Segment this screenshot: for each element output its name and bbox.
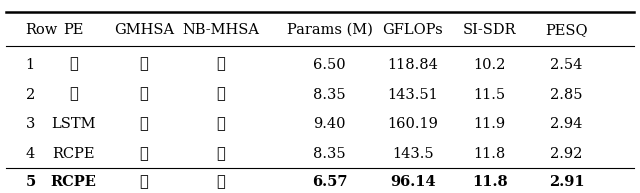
Text: 9.40: 9.40 xyxy=(314,118,346,131)
Text: PESQ: PESQ xyxy=(545,23,588,37)
Text: 11.8: 11.8 xyxy=(474,147,506,161)
Text: ✗: ✗ xyxy=(140,58,148,72)
Text: NB-MHSA: NB-MHSA xyxy=(182,23,259,37)
Text: 5: 5 xyxy=(26,175,36,189)
Text: 160.19: 160.19 xyxy=(387,118,438,131)
Text: RCPE: RCPE xyxy=(51,175,97,189)
Text: 96.14: 96.14 xyxy=(390,175,436,189)
Text: Params (M): Params (M) xyxy=(287,23,372,37)
Text: ✓: ✓ xyxy=(216,147,225,161)
Text: ✓: ✓ xyxy=(216,88,225,102)
Text: 2.92: 2.92 xyxy=(550,147,582,161)
Text: ✗: ✗ xyxy=(216,118,225,131)
Text: 8.35: 8.35 xyxy=(314,88,346,102)
Text: ✓: ✓ xyxy=(216,58,225,72)
Text: ✓: ✓ xyxy=(140,118,148,131)
Text: 11.9: 11.9 xyxy=(474,118,506,131)
Text: ✓: ✓ xyxy=(140,147,148,161)
Text: 6.57: 6.57 xyxy=(312,175,348,189)
Text: 143.5: 143.5 xyxy=(392,147,434,161)
Text: 2.54: 2.54 xyxy=(550,58,582,72)
Text: GFLOPs: GFLOPs xyxy=(383,23,443,37)
Text: 10.2: 10.2 xyxy=(474,58,506,72)
Text: GMHSA: GMHSA xyxy=(114,23,174,37)
Text: 6.50: 6.50 xyxy=(314,58,346,72)
Text: Row: Row xyxy=(26,23,58,37)
Text: 1: 1 xyxy=(26,58,35,72)
Text: 3: 3 xyxy=(26,118,35,131)
Text: 118.84: 118.84 xyxy=(387,58,438,72)
Text: 11.8: 11.8 xyxy=(472,175,508,189)
Text: RCPE: RCPE xyxy=(52,147,95,161)
Text: LSTM: LSTM xyxy=(51,118,96,131)
Text: ✗: ✗ xyxy=(216,175,225,189)
Text: PE: PE xyxy=(63,23,84,37)
Text: 2.91: 2.91 xyxy=(548,175,584,189)
Text: ✗: ✗ xyxy=(69,88,78,102)
Text: 2: 2 xyxy=(26,88,35,102)
Text: 8.35: 8.35 xyxy=(314,147,346,161)
Text: 2.94: 2.94 xyxy=(550,118,582,131)
Text: ✓: ✓ xyxy=(140,88,148,102)
Text: 2.85: 2.85 xyxy=(550,88,582,102)
Text: ✓: ✓ xyxy=(140,175,148,189)
Text: 143.51: 143.51 xyxy=(387,88,438,102)
Text: 11.5: 11.5 xyxy=(474,88,506,102)
Text: SI-SDR: SI-SDR xyxy=(463,23,516,37)
Text: 4: 4 xyxy=(26,147,35,161)
Text: ✗: ✗ xyxy=(69,58,78,72)
